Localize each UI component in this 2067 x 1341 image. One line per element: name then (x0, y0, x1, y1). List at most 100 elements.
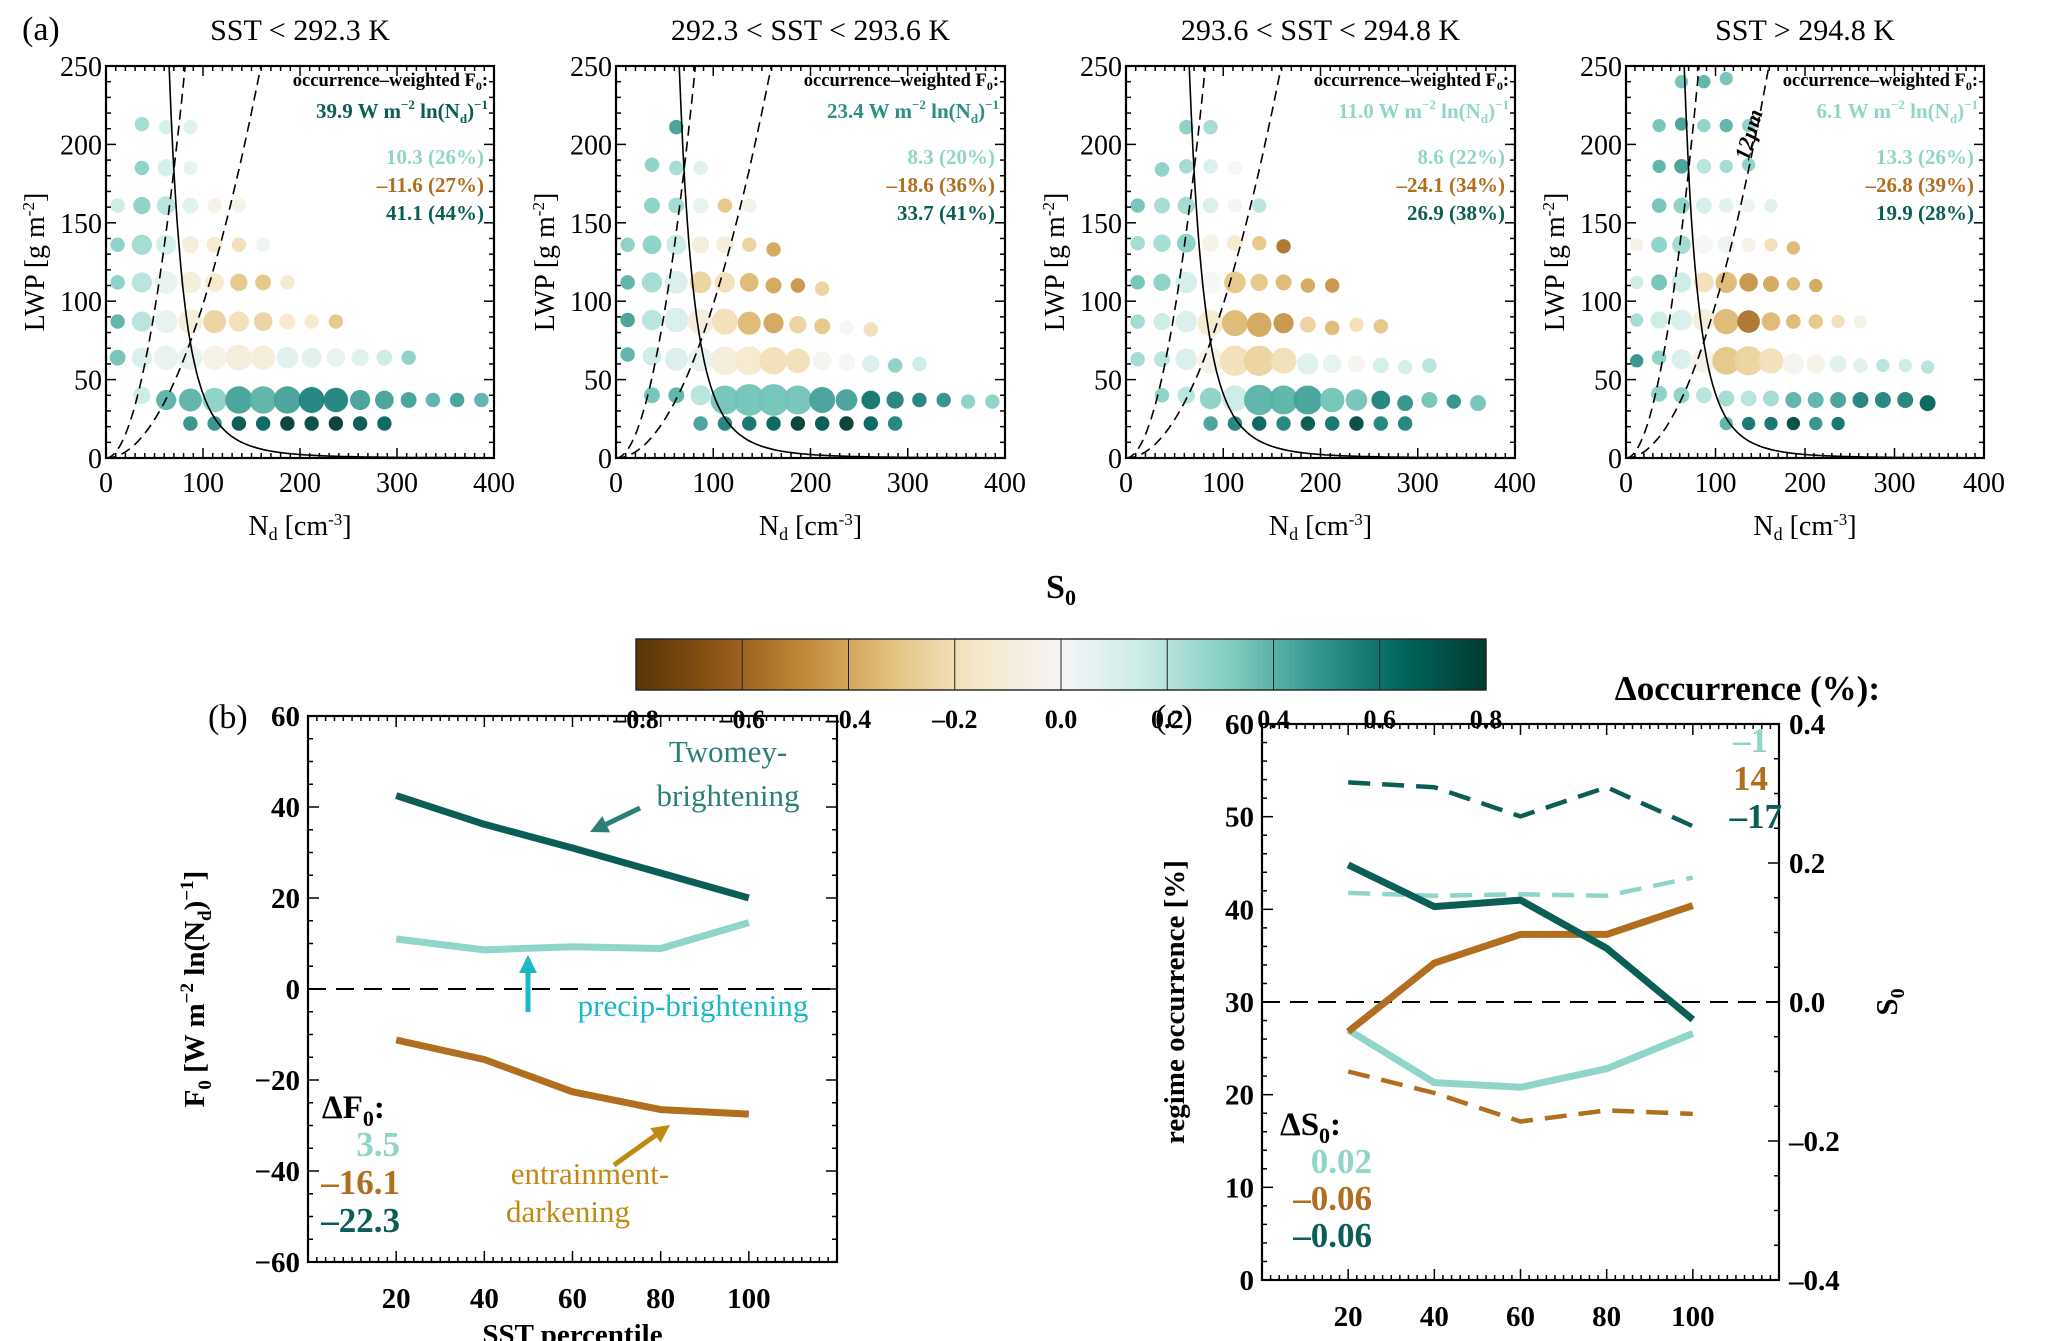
colorbar-cell (1013, 639, 1020, 690)
bubble (1250, 273, 1268, 292)
colorbar-cell (1470, 639, 1476, 690)
entrain-label-1: entrainment- (511, 1156, 669, 1191)
colorbar-cell (1082, 639, 1089, 690)
bubble (1349, 317, 1364, 332)
curve-label: 12μm (1729, 106, 1767, 162)
bubble (1651, 198, 1667, 213)
x-tick-label: 300 (887, 468, 929, 499)
colorbar-tick-label: 0.8 (1470, 705, 1503, 734)
delta-f0-header: ΔF0: (322, 1090, 385, 1131)
bubble (664, 307, 689, 333)
bubble (156, 234, 177, 255)
bubble (1197, 347, 1224, 374)
y-tick-label: 50 (1225, 802, 1254, 834)
bubble (717, 416, 733, 431)
delta-f0-2: –22.3 (320, 1201, 400, 1240)
bubble (1719, 159, 1733, 173)
colorbar-cell (912, 639, 919, 690)
bubble (109, 349, 126, 366)
y-tick-label: 200 (60, 130, 102, 161)
bubble (739, 272, 759, 292)
panel-a-label: (a) (22, 11, 60, 48)
entrain-arrow-head (650, 1125, 670, 1143)
colorbar-cell (1018, 639, 1025, 690)
panel-title: 292.3 < SST < 293.6 K (671, 14, 950, 47)
bubble (837, 353, 856, 372)
colorbar-cell (758, 639, 765, 690)
colorbar-cell (1204, 639, 1211, 690)
bubble (785, 348, 811, 374)
bubble (207, 198, 222, 213)
colorbar-cell (806, 639, 812, 690)
bubble (1446, 394, 1461, 409)
delta-occurrence-2: –17 (1729, 797, 1783, 836)
occurrence-line-1 (1346, 902, 1694, 1035)
colorbar-cell (1252, 639, 1259, 690)
bubble (231, 198, 247, 213)
occurrence-line-2 (1346, 861, 1696, 1023)
bubble (1246, 312, 1272, 337)
colorbar-cell (843, 639, 850, 690)
bubble (1740, 390, 1757, 407)
bubble (230, 273, 248, 292)
bubble (766, 242, 781, 257)
bubble (301, 347, 322, 368)
colorbar-cell (859, 639, 866, 690)
y-tick-label: 0 (1108, 444, 1122, 475)
colorbar-cell (875, 639, 881, 690)
bubble (737, 311, 761, 335)
bubble (1322, 354, 1342, 374)
colorbar-cell (1076, 639, 1083, 690)
y-tick-label: 30 (1225, 987, 1254, 1019)
colorbar-cell (821, 639, 828, 690)
colorbar-cell (790, 639, 796, 690)
bubble (812, 351, 832, 371)
y-tick-label: −20 (254, 1065, 300, 1097)
bubble (1300, 416, 1316, 431)
colorbar-cell (1316, 639, 1322, 690)
bubble (1219, 345, 1251, 376)
colorbar-tick-label: –0.2 (931, 705, 978, 734)
bubble (1276, 416, 1291, 431)
bubble (1695, 197, 1712, 214)
colorbar-cell (896, 639, 903, 690)
bubble (474, 392, 489, 408)
bubble (1154, 388, 1170, 403)
x-tick-label: 100 (692, 468, 734, 499)
bubble (1831, 314, 1845, 329)
colorbar-cell (1220, 639, 1227, 690)
colorbar-cell (1326, 639, 1333, 690)
colorbar-cell (1331, 639, 1338, 690)
colorbar-cell (1363, 639, 1370, 690)
y-tick-label: 0 (1240, 1265, 1255, 1297)
annotation-header: occurrence–weighted F0: (1783, 71, 1978, 93)
plot-area (106, 66, 493, 458)
bubble (183, 160, 198, 176)
bubble (110, 314, 125, 329)
bubble (863, 416, 879, 431)
bubble (1715, 271, 1737, 294)
colorbar-cell (1071, 639, 1078, 690)
colorbar-cell (832, 639, 839, 690)
colorbar-cell (1321, 639, 1328, 690)
bubble (886, 391, 904, 409)
scatter-panel-a2: 292.3 < SST < 293.6 K 0 100 200 300 400 0 50 100… (529, 14, 1026, 544)
bubble (789, 316, 807, 334)
colorbar-cell (800, 639, 807, 690)
bubble (1203, 416, 1218, 431)
y-tick-label-right: 0.2 (1789, 848, 1825, 880)
colorbar-cell (731, 639, 738, 690)
colorbar-cell (1289, 639, 1296, 690)
colorbar-cell (763, 639, 770, 690)
colorbar-cell (885, 639, 892, 690)
bubble (1252, 198, 1267, 213)
colorbar-cell (1124, 639, 1131, 690)
colorbar-cell (827, 639, 834, 690)
x-tick-label: 200 (1300, 468, 1342, 499)
y-tick-label: 50 (584, 366, 612, 397)
bubble (1712, 346, 1741, 375)
bubble (1651, 274, 1668, 291)
bubble (666, 234, 687, 255)
x-tick-label: 0 (99, 468, 113, 499)
bubble (1244, 345, 1275, 376)
